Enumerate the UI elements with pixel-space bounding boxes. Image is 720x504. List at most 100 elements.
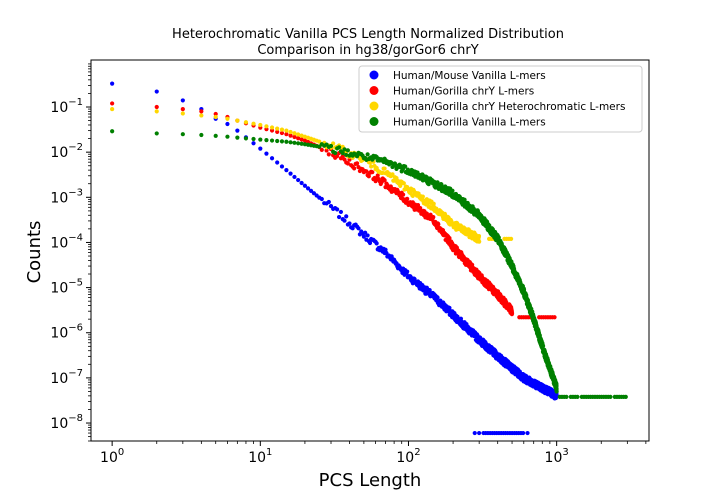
series-2-point bbox=[213, 111, 218, 117]
series-4-point bbox=[340, 150, 345, 156]
series-1-point bbox=[350, 226, 355, 231]
legend-marker bbox=[369, 117, 379, 126]
series-1-point bbox=[361, 234, 366, 239]
series-4-point bbox=[292, 140, 297, 145]
series-4-point bbox=[342, 147, 347, 152]
y-tick-label: 10−4 bbox=[50, 232, 83, 251]
series-1-point bbox=[383, 247, 388, 252]
series-2-point bbox=[428, 212, 433, 217]
series-4-point bbox=[269, 138, 275, 143]
series-2-point bbox=[288, 133, 293, 138]
series-1-point bbox=[365, 233, 370, 238]
series-3-point bbox=[401, 181, 406, 186]
series-2-point bbox=[275, 129, 280, 134]
y-axis-ticks: 10−8 10−7 10−6 10−5 10−4 10−3 10−2 10−1 bbox=[50, 63, 91, 442]
series-3-point bbox=[369, 164, 374, 169]
series-2-point bbox=[326, 152, 331, 157]
series-3-point bbox=[199, 113, 204, 118]
series-2-point bbox=[110, 101, 115, 106]
series-1-point bbox=[447, 305, 452, 311]
series-1-point bbox=[336, 214, 342, 220]
series-4-point bbox=[328, 143, 334, 149]
series-1-point bbox=[405, 269, 410, 274]
series-1-point bbox=[427, 288, 432, 293]
chart-title: Heterochromatic Vanilla PCS Length Norma… bbox=[172, 27, 564, 42]
series-1-point bbox=[180, 98, 185, 103]
series-2-point bbox=[199, 109, 204, 114]
series-1-point bbox=[356, 226, 361, 231]
series-4-floor-point bbox=[564, 394, 569, 399]
series-2-point bbox=[415, 203, 421, 208]
series-3-point bbox=[420, 194, 425, 199]
chart-subtitle: Comparison in hg38/gorGor6 chrY bbox=[257, 43, 478, 58]
series-3-point bbox=[243, 120, 249, 125]
series-3-point bbox=[476, 233, 482, 239]
series-1-point bbox=[302, 183, 308, 188]
series-4-point bbox=[264, 137, 269, 143]
series-3-point bbox=[180, 111, 185, 116]
series-4-point bbox=[540, 343, 546, 349]
legend-marker bbox=[369, 70, 379, 80]
series-4-point bbox=[258, 137, 263, 142]
y-tick-label: 10−8 bbox=[50, 413, 83, 432]
series-4-point bbox=[213, 133, 218, 138]
series-1-point bbox=[251, 141, 256, 146]
series-4-point bbox=[279, 139, 285, 144]
series-2-points bbox=[110, 101, 557, 320]
legend-entry: Human/Gorilla chrY L-mers bbox=[393, 86, 534, 98]
series-4-point bbox=[450, 188, 455, 193]
series-1-point bbox=[305, 186, 311, 191]
series-1-point bbox=[458, 316, 464, 321]
series-3-point bbox=[390, 172, 395, 177]
series-1-point bbox=[225, 121, 230, 127]
x-tick-label: 103 bbox=[545, 447, 569, 466]
legend-box bbox=[358, 65, 643, 133]
series-3-point bbox=[279, 127, 285, 132]
series-2-point bbox=[347, 157, 352, 162]
series-2-point bbox=[405, 196, 410, 201]
series-1-point bbox=[338, 209, 344, 215]
series-3-point bbox=[213, 114, 218, 120]
series-2-point bbox=[366, 174, 371, 179]
series-3-point bbox=[154, 109, 159, 114]
y-tick-label: 10−1 bbox=[50, 97, 83, 116]
series-3-point bbox=[284, 128, 289, 133]
series-3-point bbox=[317, 139, 322, 144]
series-2-point bbox=[292, 134, 297, 140]
series-1-point bbox=[292, 174, 297, 180]
series-4-point bbox=[403, 164, 408, 169]
series-1-point bbox=[344, 214, 349, 219]
series-2-point bbox=[269, 128, 275, 133]
series-3-point bbox=[431, 201, 436, 206]
series-3-point bbox=[258, 122, 263, 128]
series-3-point bbox=[269, 125, 275, 130]
series-1-point bbox=[326, 199, 331, 205]
series-4-point bbox=[251, 136, 256, 142]
points-layer bbox=[110, 81, 628, 436]
series-4-floor-point bbox=[575, 394, 580, 399]
series-1-point bbox=[374, 241, 379, 246]
x-axis-ticks: 100 101 102 103 bbox=[100, 441, 647, 466]
series-4-point bbox=[345, 148, 350, 153]
series-4-point bbox=[554, 389, 559, 394]
series-2-point bbox=[324, 148, 329, 153]
series-1-point bbox=[367, 240, 373, 246]
series-4-points bbox=[110, 129, 628, 399]
series-2-point bbox=[382, 178, 387, 183]
series-3-point bbox=[275, 126, 280, 131]
series-4-point bbox=[333, 150, 338, 156]
series-4-floor-point bbox=[608, 394, 613, 399]
series-2-point bbox=[296, 136, 301, 141]
series-1-point bbox=[110, 81, 115, 86]
x-tick-label: 102 bbox=[396, 447, 420, 466]
series-3-point bbox=[398, 183, 403, 188]
y-tick-label: 10−2 bbox=[50, 142, 83, 161]
legend-entry: Human/Mouse Vanilla L-mers bbox=[393, 70, 546, 82]
y-axis-label: Counts bbox=[24, 221, 45, 284]
series-1-point bbox=[288, 171, 293, 176]
series-4-point bbox=[225, 134, 230, 139]
series-2-point bbox=[180, 106, 185, 112]
series-4-point bbox=[554, 383, 559, 389]
series-1-point bbox=[299, 180, 304, 186]
series-2-point bbox=[401, 192, 406, 197]
